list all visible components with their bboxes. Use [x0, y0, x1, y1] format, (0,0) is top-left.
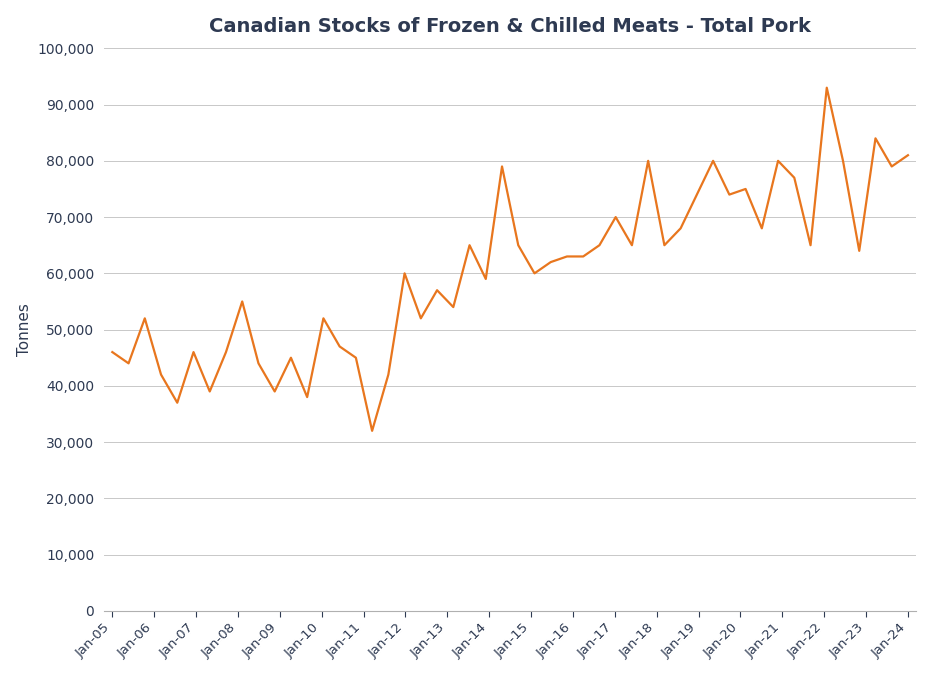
Y-axis label: Tonnes: Tonnes	[17, 303, 32, 356]
Title: Canadian Stocks of Frozen & Chilled Meats - Total Pork: Canadian Stocks of Frozen & Chilled Meat…	[209, 17, 811, 36]
